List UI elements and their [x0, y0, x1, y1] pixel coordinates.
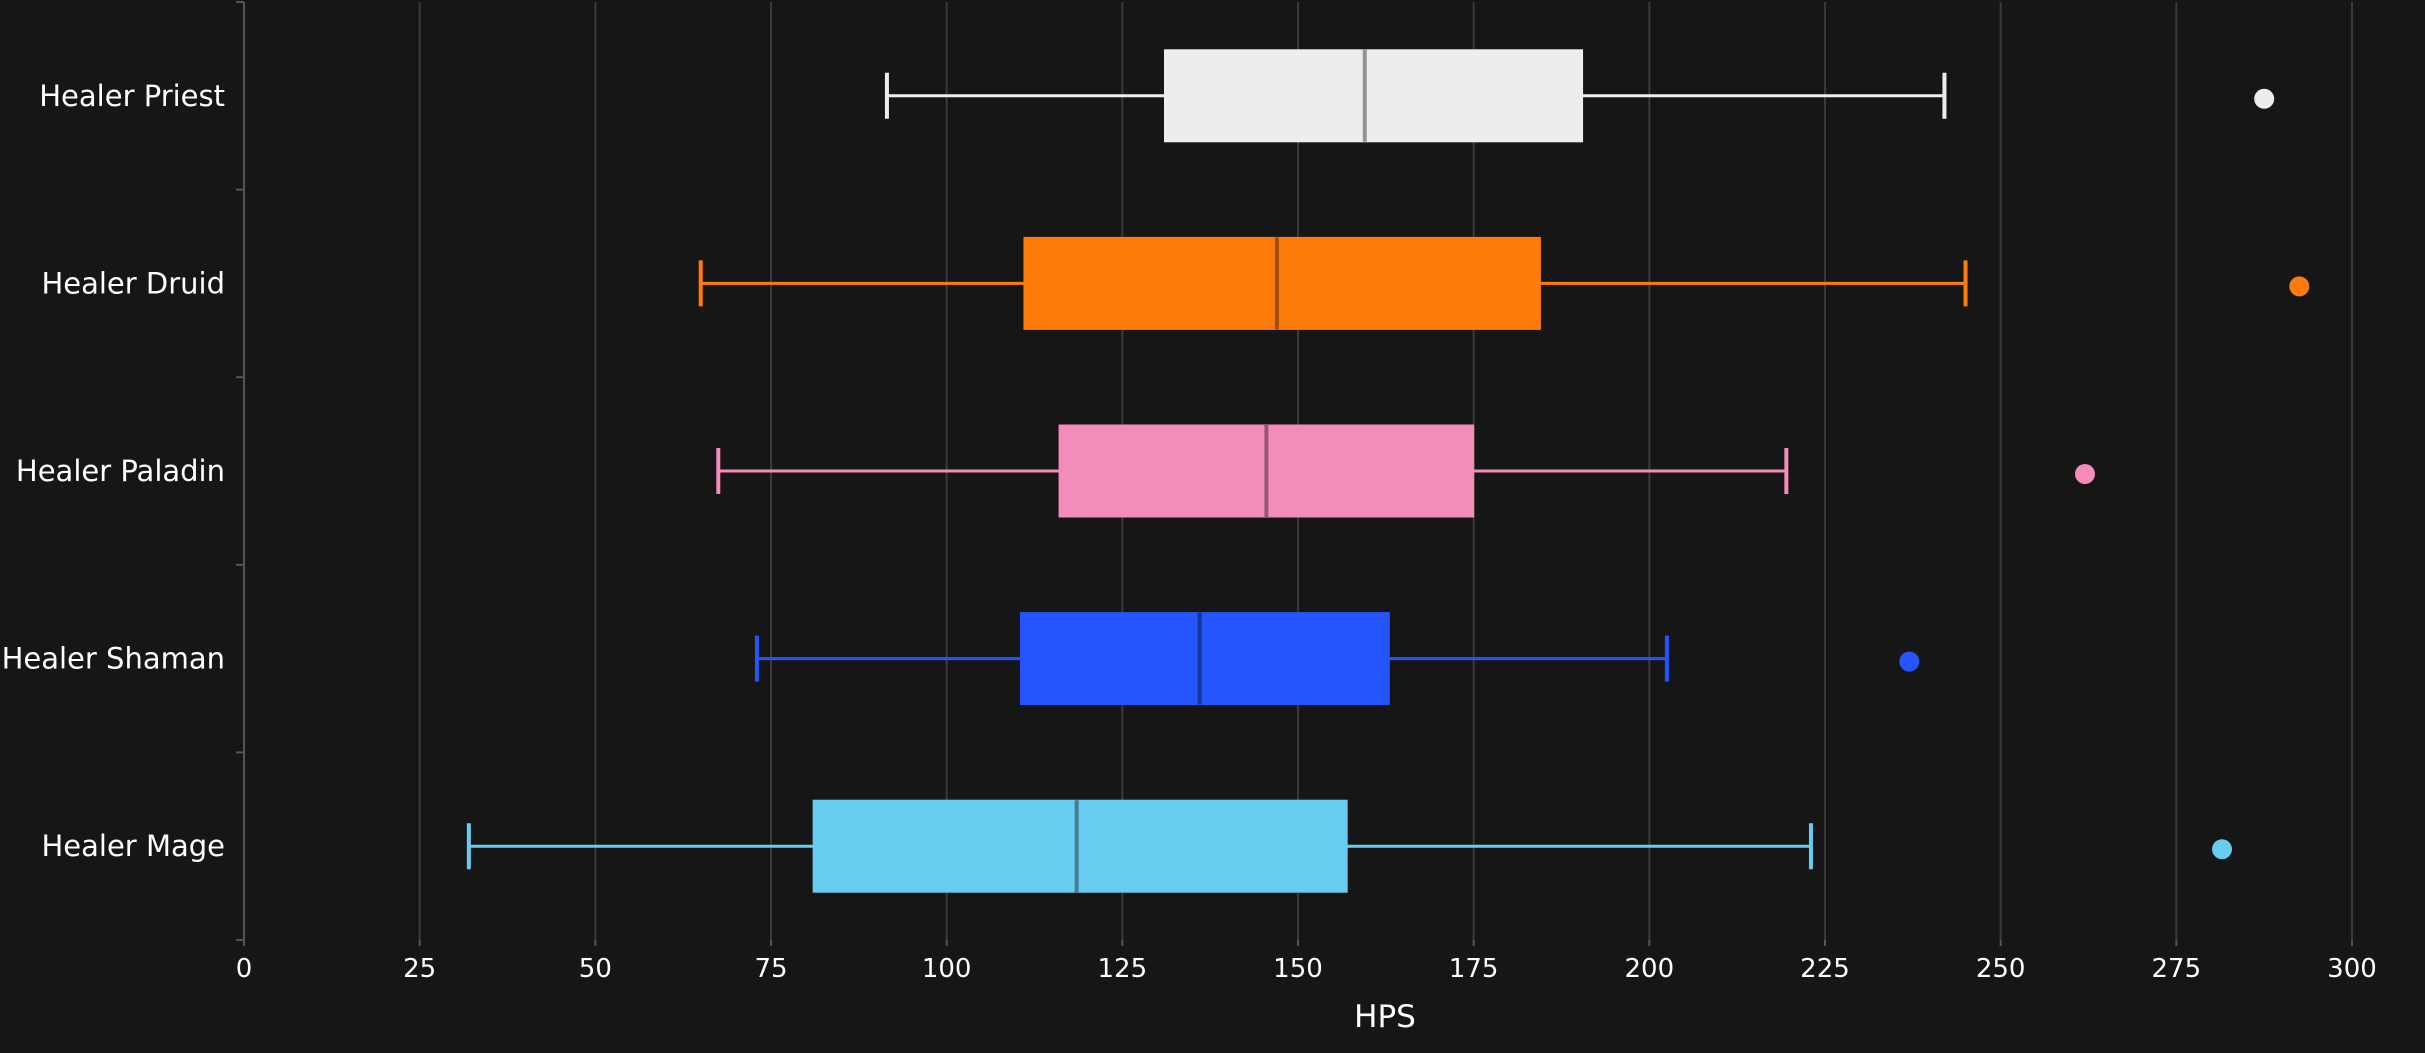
- outlier-point-0: [1899, 651, 1920, 672]
- category-label: Healer Shaman: [2, 642, 225, 676]
- category-label: Healer Priest: [39, 79, 225, 113]
- category-label: Healer Paladin: [16, 454, 225, 488]
- outlier-point-0: [2212, 839, 2233, 860]
- x-tick-label-200: 200: [1625, 954, 1675, 984]
- x-tick-label-50: 50: [579, 954, 612, 984]
- x-tick-label-225: 225: [1800, 954, 1850, 984]
- category-label: Healer Mage: [41, 829, 225, 863]
- axes: [236, 1, 2353, 946]
- box-group-healer-mage: [466, 799, 2233, 893]
- box-group-healer-shaman: [754, 612, 1920, 706]
- box-group-healer-paladin: [716, 424, 2095, 518]
- labels: 0 25 50 75 100 125 150 175 200 225 250 275 300 Healer…: [2, 79, 2377, 984]
- outlier-point-0: [2074, 464, 2095, 484]
- x-tick-label-175: 175: [1449, 954, 1499, 984]
- x-tick-label-150: 150: [1273, 954, 1323, 984]
- box-group-healer-priest: [884, 49, 2275, 143]
- x-tick-label-100: 100: [922, 954, 972, 984]
- x-tick-label-0: 0: [236, 954, 253, 984]
- x-axis-title: HPS: [1354, 999, 1416, 1035]
- iqr-box: [812, 799, 1348, 893]
- outlier-point-0: [2289, 276, 2310, 297]
- outlier-point-0: [2254, 88, 2275, 109]
- x-tick-label-25: 25: [403, 954, 436, 984]
- iqr-box: [1023, 236, 1541, 330]
- box-group-healer-druid: [698, 236, 2310, 330]
- x-tick-label-275: 275: [2152, 954, 2202, 984]
- x-tick-label-125: 125: [1098, 954, 1148, 984]
- x-tick-label-250: 250: [1976, 954, 2026, 984]
- x-tick-label-75: 75: [754, 954, 787, 984]
- x-tick-label-300: 300: [2327, 954, 2377, 984]
- boxes: [466, 49, 2310, 893]
- category-label: Healer Druid: [41, 266, 225, 300]
- iqr-box: [1163, 49, 1584, 143]
- iqr-box: [1019, 612, 1390, 706]
